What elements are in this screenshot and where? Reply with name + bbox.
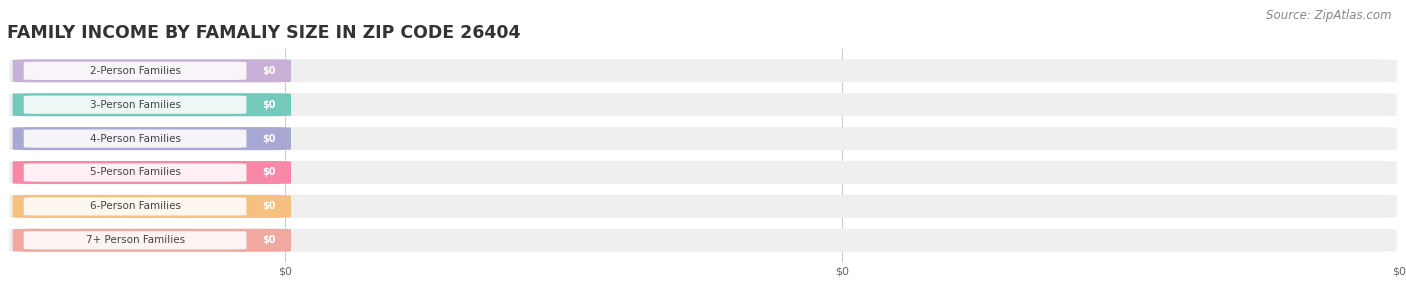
FancyBboxPatch shape (10, 127, 1396, 150)
FancyBboxPatch shape (24, 129, 246, 148)
Text: 2-Person Families: 2-Person Families (90, 66, 180, 76)
FancyBboxPatch shape (10, 93, 1396, 116)
Text: $0: $0 (262, 167, 276, 178)
FancyBboxPatch shape (13, 161, 291, 184)
FancyBboxPatch shape (13, 127, 291, 150)
FancyBboxPatch shape (13, 59, 291, 82)
Text: $0: $0 (262, 134, 276, 144)
Text: $0: $0 (262, 235, 276, 245)
FancyBboxPatch shape (10, 161, 1396, 184)
FancyBboxPatch shape (24, 95, 246, 114)
Text: $0: $0 (262, 201, 276, 211)
FancyBboxPatch shape (10, 229, 1396, 252)
Text: 4-Person Families: 4-Person Families (90, 134, 180, 144)
Text: 5-Person Families: 5-Person Families (90, 167, 180, 178)
FancyBboxPatch shape (24, 231, 246, 249)
FancyBboxPatch shape (13, 229, 291, 252)
Text: 7+ Person Families: 7+ Person Families (86, 235, 184, 245)
Text: $0: $0 (262, 100, 276, 110)
Text: $0: $0 (262, 66, 276, 76)
Text: Source: ZipAtlas.com: Source: ZipAtlas.com (1267, 9, 1392, 22)
FancyBboxPatch shape (24, 197, 246, 216)
FancyBboxPatch shape (24, 163, 246, 182)
FancyBboxPatch shape (13, 195, 291, 218)
FancyBboxPatch shape (10, 195, 1396, 218)
FancyBboxPatch shape (24, 62, 246, 80)
Text: 3-Person Families: 3-Person Families (90, 100, 180, 110)
Text: 6-Person Families: 6-Person Families (90, 201, 180, 211)
FancyBboxPatch shape (13, 93, 291, 116)
Text: FAMILY INCOME BY FAMALIY SIZE IN ZIP CODE 26404: FAMILY INCOME BY FAMALIY SIZE IN ZIP COD… (7, 24, 520, 42)
FancyBboxPatch shape (10, 59, 1396, 82)
